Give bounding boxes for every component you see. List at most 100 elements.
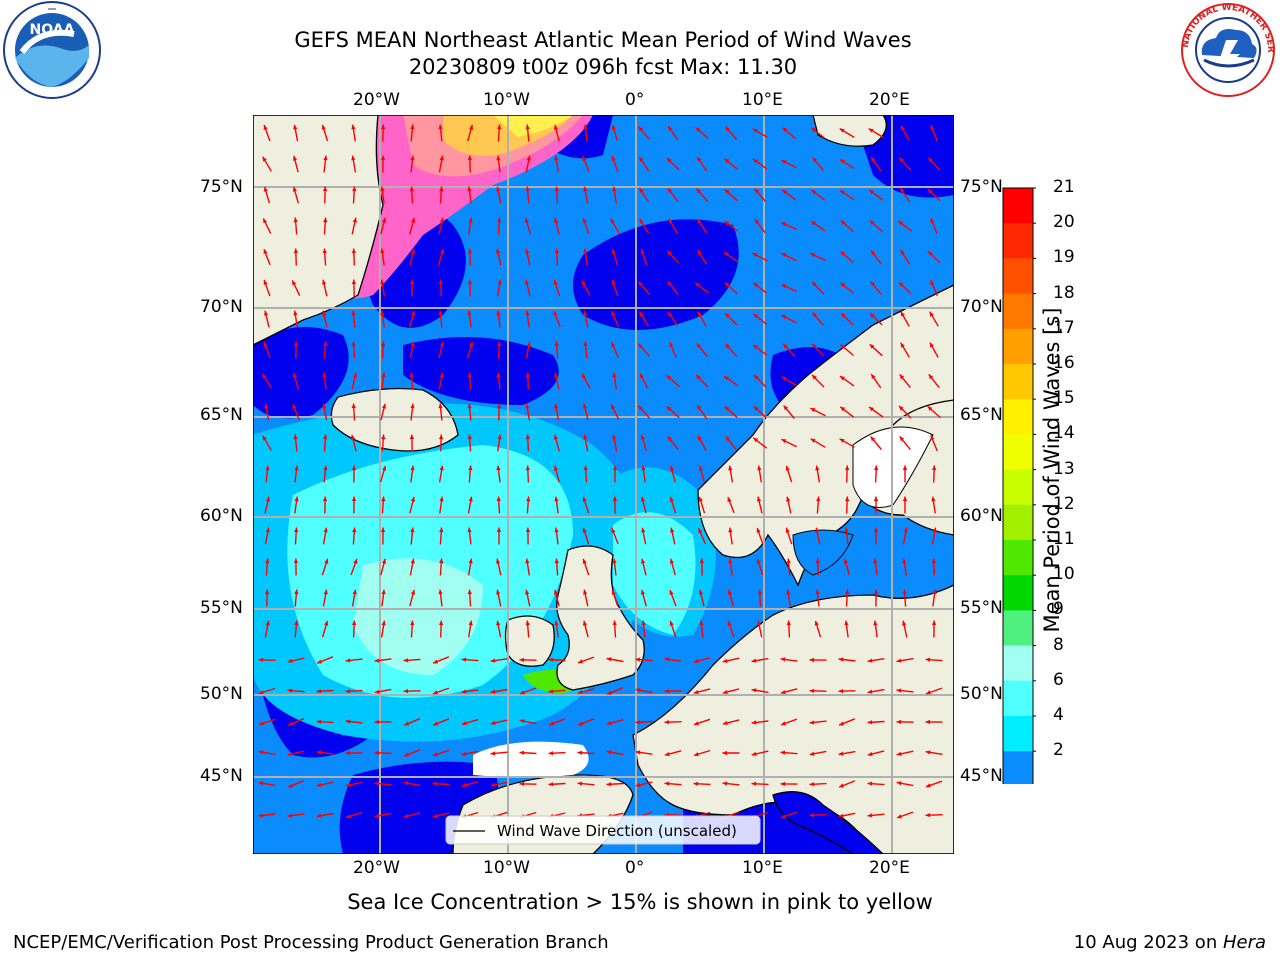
direction-arrow — [816, 496, 821, 514]
direction-arrow — [438, 589, 443, 607]
direction-arrow — [929, 342, 939, 358]
direction-arrow — [752, 313, 768, 325]
direction-arrow — [902, 620, 908, 638]
direction-arrow — [780, 688, 798, 695]
direction-arrow — [870, 373, 882, 389]
direction-arrow — [437, 248, 445, 266]
direction-arrow — [844, 527, 849, 545]
direction-arrow — [287, 688, 305, 693]
direction-arrow — [553, 124, 560, 142]
direction-arrow — [728, 558, 733, 576]
direction-arrow — [902, 558, 908, 576]
direction-arrow — [722, 657, 740, 663]
lat-label-left-65n: 65°N — [200, 405, 243, 425]
direction-arrow — [667, 125, 679, 141]
direction-arrow — [638, 156, 650, 172]
direction-arrow — [490, 658, 508, 663]
direction-arrow — [409, 310, 416, 328]
chart-subtitle: 20230809 t00z 096h fcst Max: 11.30 — [408, 55, 798, 79]
direction-arrow — [925, 813, 943, 818]
direction-arrow — [525, 124, 530, 142]
direction-arrow — [496, 310, 501, 328]
direction-arrow — [930, 279, 938, 297]
direction-arrow — [664, 720, 682, 725]
direction-arrow — [753, 405, 767, 419]
direction-arrow — [931, 620, 937, 638]
direction-arrow — [810, 127, 826, 139]
lat-label-right-50n: 50°N — [960, 684, 1003, 704]
direction-arrow — [554, 496, 559, 514]
direction-arrow — [786, 589, 792, 607]
lat-label-left-45n: 45°N — [200, 766, 243, 786]
direction-arrow — [669, 620, 677, 638]
direction-arrow — [669, 589, 677, 607]
direction-arrow — [873, 589, 879, 607]
direction-arrow — [263, 341, 271, 359]
direction-arrow — [896, 811, 914, 819]
direction-arrow — [728, 527, 733, 545]
colorbar-tick-label: 20 — [1053, 212, 1075, 233]
colorbar-label: Mean Period of Wind Waves [s] — [1040, 307, 1064, 633]
direction-arrow — [635, 688, 653, 694]
direction-arrow — [869, 343, 883, 357]
colorbar-tick-label: 17 — [1053, 317, 1075, 338]
direction-arrow — [727, 589, 734, 607]
direction-arrow — [496, 279, 502, 297]
colorbar-tick-label: 2 — [1053, 740, 1064, 761]
direction-arrow — [641, 527, 647, 545]
lat-label-left-60n: 60°N — [200, 506, 243, 526]
direction-arrow — [496, 589, 502, 607]
direction-arrow — [525, 186, 530, 204]
direction-arrow — [900, 342, 910, 358]
direction-arrow — [583, 465, 588, 483]
direction-arrow — [381, 434, 386, 452]
direction-arrow — [925, 687, 943, 695]
direction-arrow — [666, 157, 680, 171]
direction-arrow — [351, 248, 356, 266]
direction-arrow — [606, 782, 624, 787]
direction-arrow — [554, 217, 560, 235]
lon-label-bottom-10w: 10°W — [483, 858, 530, 878]
direction-arrow — [925, 750, 943, 755]
direction-arrow — [410, 465, 415, 483]
direction-arrow — [583, 589, 589, 607]
direction-arrow — [409, 279, 415, 297]
direction-arrow — [724, 312, 738, 326]
direction-arrow — [611, 124, 619, 142]
direction-arrow — [925, 657, 943, 662]
lat-label-left-50n: 50°N — [200, 684, 243, 704]
direction-arrow — [752, 437, 768, 449]
direction-arrow — [264, 589, 270, 607]
direction-arrow — [351, 155, 357, 173]
direction-arrow — [698, 465, 705, 483]
direction-arrow — [669, 465, 676, 483]
direction-arrow — [345, 719, 363, 724]
direction-arrow — [345, 781, 363, 787]
direction-arrow — [467, 186, 472, 204]
direction-arrow — [380, 527, 386, 545]
direction-arrow — [577, 688, 595, 695]
direction-arrow — [381, 589, 386, 607]
direction-arrow — [582, 496, 590, 514]
direction-arrow — [582, 155, 590, 173]
direction-arrow — [867, 658, 885, 663]
colorbar — [1002, 187, 1036, 784]
direction-arrow — [782, 343, 796, 357]
direction-arrow — [432, 687, 450, 695]
direction-arrow — [694, 282, 710, 294]
direction-arrow — [693, 657, 711, 664]
direction-arrow — [519, 657, 537, 663]
direction-arrow — [380, 403, 387, 421]
direction-arrow — [698, 527, 706, 545]
direction-arrow — [838, 688, 856, 694]
direction-arrow — [902, 465, 908, 483]
direction-arrow — [490, 751, 508, 756]
direction-arrow — [635, 781, 653, 787]
direction-arrow — [756, 496, 763, 514]
direction-arrow — [781, 314, 797, 324]
direction-arrow — [496, 465, 501, 483]
direction-arrow — [351, 217, 357, 235]
direction-arrow — [293, 341, 299, 359]
direction-arrow — [497, 434, 502, 452]
direction-arrow — [810, 407, 826, 417]
